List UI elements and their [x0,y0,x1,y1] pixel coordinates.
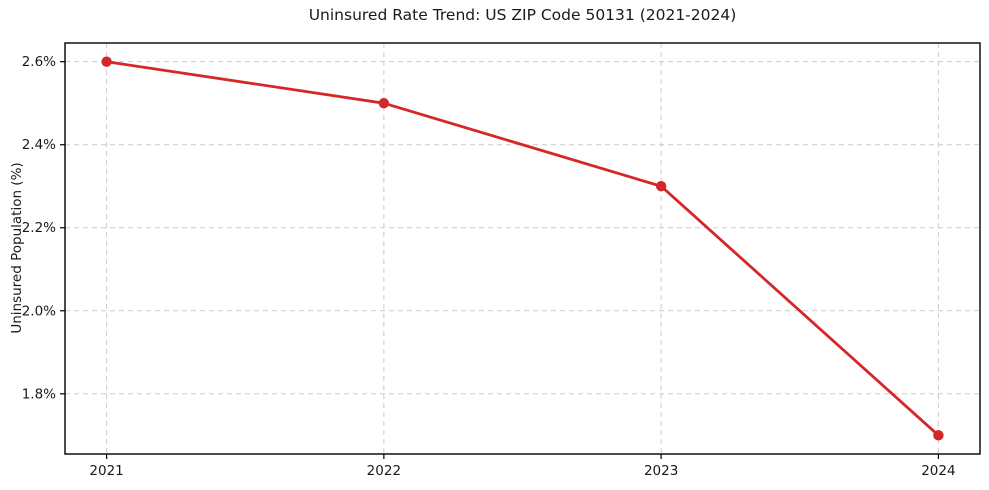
y-tick-label: 2.4% [22,137,56,153]
y-tick-label: 1.8% [22,386,56,402]
chart-title: Uninsured Rate Trend: US ZIP Code 50131 … [308,6,737,24]
y-tick-label: 2.2% [22,220,56,236]
data-point-marker [101,56,112,67]
data-point-marker [378,97,390,109]
x-tick-label: 2022 [367,463,401,479]
y-tick-label: 2.6% [22,54,56,70]
plot-border [64,42,981,455]
data-point-marker [655,181,667,192]
trend-line [105,60,940,437]
x-tick-label: 2023 [644,463,678,479]
data-point-marker [933,430,944,441]
x-tick-label: 2024 [921,463,955,479]
y-tick-label: 2.0% [22,303,56,319]
x-tick-label: 2021 [89,463,123,479]
